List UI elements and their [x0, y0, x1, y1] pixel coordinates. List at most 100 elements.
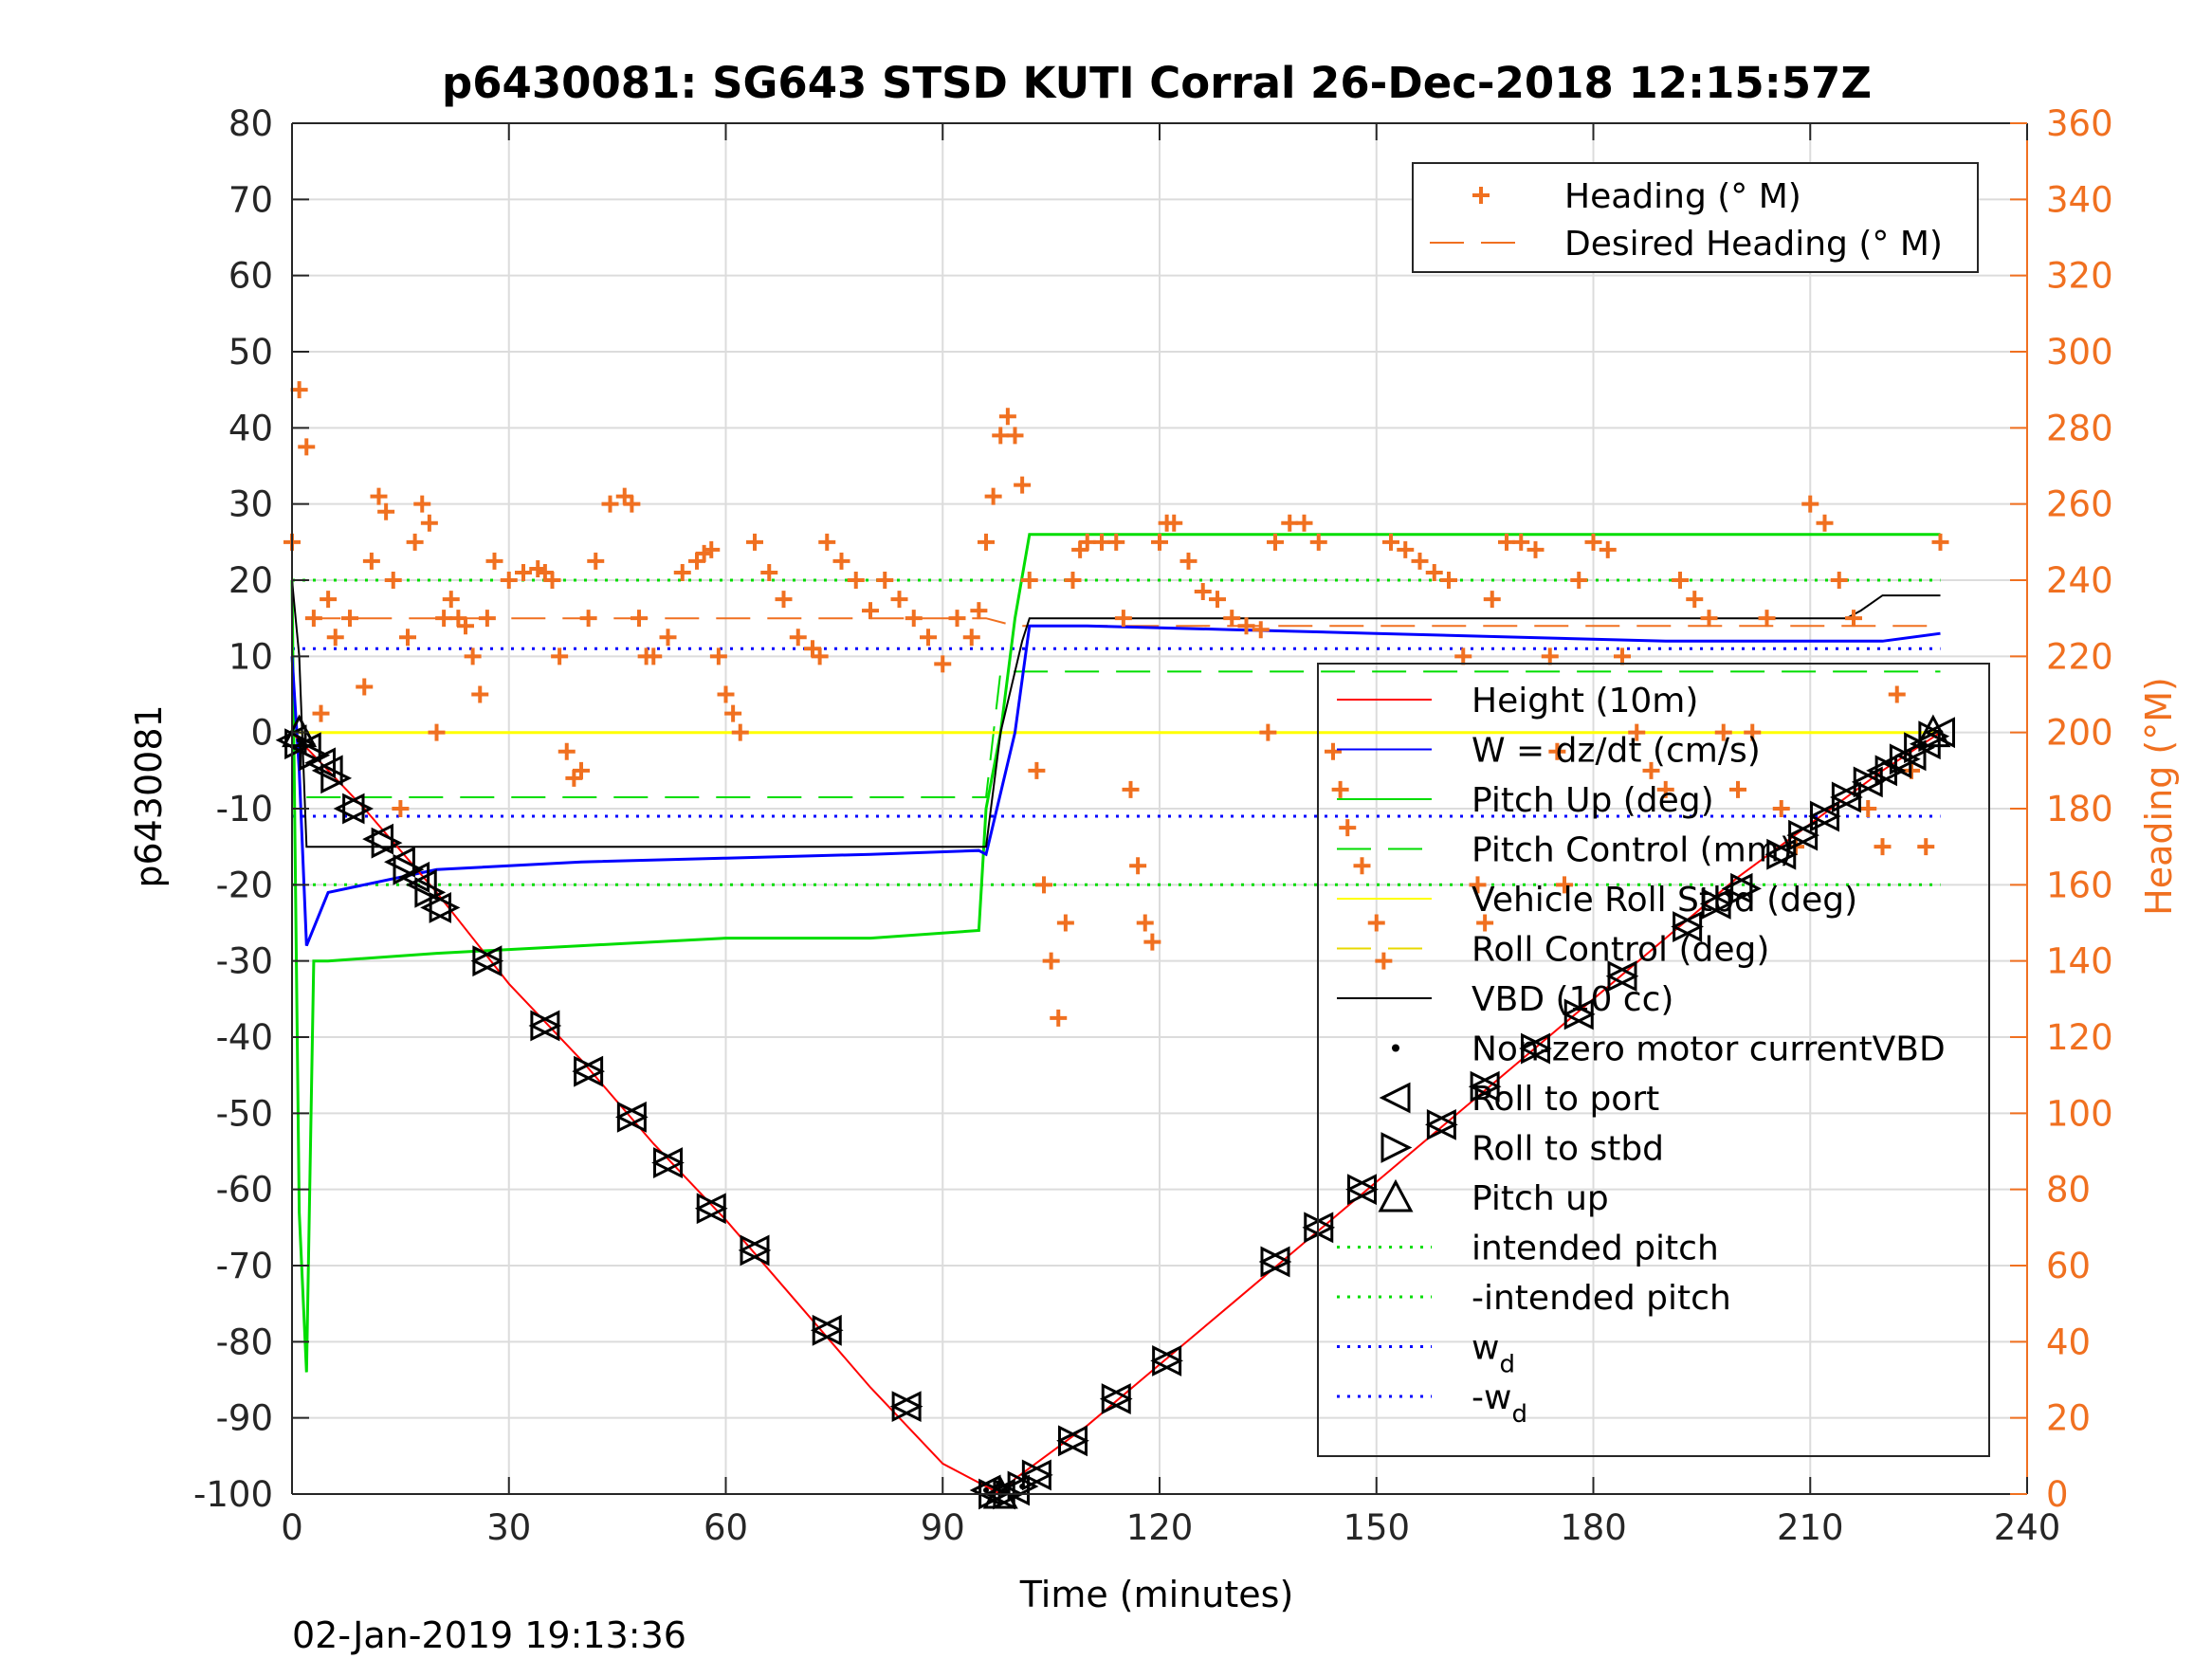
- heading-point: [731, 723, 749, 741]
- roll-to-stbd-marker: [1730, 872, 1762, 904]
- heading-point: [1483, 591, 1501, 609]
- heading-point: [1325, 742, 1342, 760]
- legend-label-text: Height (10m): [1472, 682, 1698, 720]
- roll-to-port-marker: [405, 868, 437, 901]
- heading-point: [1028, 761, 1046, 779]
- roll-to-stbd-marker: [696, 1193, 728, 1225]
- heading-point: [659, 629, 677, 647]
- heading-point: [1397, 540, 1415, 558]
- heading-point: [1556, 876, 1573, 894]
- y-right-tick-label: 20: [2046, 1398, 2091, 1439]
- legend-label: Height (10m): [1472, 682, 1698, 720]
- heading-point: [1570, 572, 1588, 589]
- roll-to-stbd-marker: [1788, 819, 1819, 851]
- heading-point: [717, 685, 735, 703]
- legend-label-text: Vehicle Roll Stbd (deg): [1472, 881, 1857, 920]
- heading-point: [1129, 857, 1147, 875]
- roll-to-stbd-marker: [1260, 1246, 1292, 1278]
- legend-label-text: Pitch Up (deg): [1472, 781, 1714, 820]
- motor-current-point: [296, 737, 302, 743]
- heading-point: [920, 629, 937, 647]
- legend-label: -intended pitch: [1472, 1279, 1731, 1318]
- y-tick-label: 0: [250, 713, 273, 754]
- heading-point: [1309, 533, 1327, 551]
- x-axis-label: Time (minutes): [1019, 1574, 1294, 1615]
- heading-point: [1136, 914, 1154, 932]
- heading-point: [1179, 552, 1197, 570]
- heading-point: [515, 563, 532, 581]
- roll-to-stbd-marker: [1831, 781, 1863, 813]
- heading-point: [392, 800, 410, 817]
- y-right-tick-label: 120: [2046, 1017, 2113, 1058]
- y-tick-label: -20: [216, 865, 273, 905]
- y-tick-label: -10: [216, 789, 273, 830]
- y-right-tick-label: 360: [2046, 103, 2113, 144]
- heading-point: [362, 552, 380, 570]
- y-tick-label: 40: [229, 408, 273, 448]
- heading-point: [789, 629, 807, 647]
- heading-point: [962, 629, 980, 647]
- heading-point: [1122, 780, 1140, 798]
- heading-point: [1874, 838, 1892, 856]
- roll-to-stbd-marker: [530, 1010, 562, 1042]
- y-right-tick-label: 300: [2046, 332, 2113, 373]
- roll-to-stbd-marker: [616, 1101, 649, 1133]
- heading-point: [1223, 610, 1241, 628]
- heading-point: [645, 647, 663, 665]
- heading-point: [1642, 761, 1660, 779]
- y-tick-label: 60: [229, 256, 273, 297]
- heading-point: [1143, 933, 1161, 951]
- heading-point: [1686, 591, 1704, 609]
- heading-point: [298, 438, 316, 456]
- heading-point: [862, 602, 879, 620]
- heading-point: [370, 487, 388, 505]
- legend-label: Pitch Up (deg): [1472, 781, 1714, 820]
- heading-point: [775, 591, 793, 609]
- heading-point: [1931, 533, 1949, 551]
- series-pitch-control: [306, 670, 1941, 798]
- heading-point: [1526, 540, 1545, 558]
- legend-label: Roll to stbd: [1472, 1130, 1664, 1169]
- heading-point: [1353, 857, 1371, 875]
- heading-point: [832, 552, 850, 570]
- legend-label-text: W = dz/dt (cm/s): [1472, 732, 1761, 771]
- heading-point: [1541, 647, 1559, 665]
- heading-point: [1888, 685, 1906, 703]
- plot-area: [275, 381, 1955, 1510]
- heading-point: [703, 540, 721, 558]
- heading-point: [587, 552, 605, 570]
- heading-point: [709, 647, 727, 665]
- y-tick-label: -50: [216, 1093, 273, 1134]
- heading-point: [464, 647, 482, 665]
- roll-to-stbd-marker: [574, 1055, 605, 1087]
- legend-label: intended pitch: [1472, 1230, 1719, 1268]
- y-right-tick-label: 320: [2046, 256, 2113, 297]
- y-right-tick-label: 180: [2046, 789, 2113, 830]
- legend-heading-label: Desired Heading (° M): [1564, 225, 1943, 264]
- heading-point: [1194, 583, 1212, 601]
- heading-point: [1859, 800, 1877, 817]
- legend-main: Height (10m) W = dz/dt (cm/s) Pitch Up (de…: [1317, 663, 1990, 1457]
- y-right-tick-label: 40: [2046, 1322, 2091, 1362]
- roll-to-stbd-marker: [1347, 1174, 1379, 1206]
- roll-to-stbd-marker: [1853, 766, 1885, 798]
- x-tick-label: 30: [486, 1507, 531, 1548]
- heading-point: [1295, 514, 1313, 532]
- legend-label-text: Non-zero motor currentVBD: [1472, 1030, 1946, 1069]
- heading-point: [1476, 914, 1494, 932]
- roll-to-stbd-marker: [320, 762, 353, 794]
- heading-point: [377, 502, 395, 520]
- roll-to-stbd-marker: [1152, 1344, 1183, 1376]
- roll-to-port-marker: [333, 793, 365, 825]
- heading-point: [905, 610, 923, 628]
- roll-to-stbd-marker: [653, 1147, 685, 1178]
- heading-point: [420, 514, 438, 532]
- roll-to-stbd-marker: [1521, 1032, 1552, 1065]
- heading-point: [601, 495, 619, 513]
- heading-point: [876, 572, 894, 589]
- heading-point: [1064, 572, 1082, 589]
- heading-point: [1331, 780, 1349, 798]
- heading-point: [1093, 533, 1110, 551]
- x-tick-label: 60: [704, 1507, 748, 1548]
